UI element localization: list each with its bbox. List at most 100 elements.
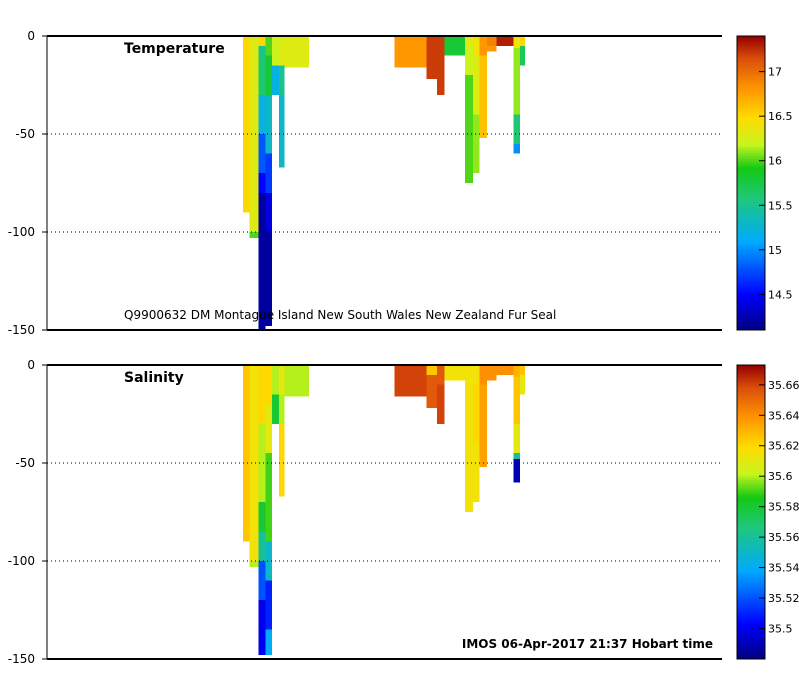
colorbar-band xyxy=(737,597,765,601)
colorbar-band xyxy=(737,202,765,206)
colorbar-band xyxy=(737,556,765,560)
colorbar-band xyxy=(737,649,765,653)
colorbar-band xyxy=(737,271,765,275)
data-cell xyxy=(426,365,438,375)
colorbar-band xyxy=(737,148,765,152)
colorbar-band xyxy=(737,426,765,430)
data-cell xyxy=(258,502,266,532)
colorbar-tick-label: 15.5 xyxy=(768,199,793,212)
colorbar-band xyxy=(737,455,765,459)
data-cell xyxy=(437,55,445,95)
data-cell xyxy=(249,561,259,567)
data-cell xyxy=(258,45,266,56)
data-cell xyxy=(265,36,272,56)
data-cell xyxy=(258,94,266,134)
colorbar-band xyxy=(737,217,765,221)
colorbar-band xyxy=(737,450,765,454)
colorbar-band xyxy=(737,288,765,292)
colorbar-band xyxy=(737,440,765,444)
colorbar-band xyxy=(737,141,765,145)
data-cell xyxy=(479,55,488,138)
colorbar-band xyxy=(737,214,765,218)
colorbar-band xyxy=(737,583,765,587)
colorbar-band xyxy=(737,303,765,307)
colorbar-band xyxy=(737,492,765,496)
colorbar-band xyxy=(737,107,765,111)
colorbar-band xyxy=(737,516,765,520)
colorbar-band xyxy=(737,119,765,123)
colorbar-band xyxy=(737,563,765,567)
colorbar-band xyxy=(737,325,765,329)
colorbar-band xyxy=(737,622,765,626)
data-cell xyxy=(271,394,280,424)
colorbar-band xyxy=(737,404,765,408)
colorbar-band xyxy=(737,82,765,86)
temperature-colorbar: 14.5 15 15.5 16 16.5 17 xyxy=(736,35,793,331)
colorbar-band xyxy=(737,224,765,228)
colorbar-band xyxy=(737,605,765,609)
colorbar-band xyxy=(737,94,765,98)
colorbar-band xyxy=(737,40,765,44)
colorbar-band xyxy=(737,263,765,267)
data-cell xyxy=(520,374,525,395)
data-cell xyxy=(242,36,250,213)
colorbar-band xyxy=(737,551,765,555)
colorbar-band xyxy=(737,627,765,631)
data-cell xyxy=(279,94,285,168)
colorbar-band xyxy=(737,477,765,481)
deployment-caption: Q9900632 DM Montague Island New South Wa… xyxy=(124,308,556,322)
colorbar-band xyxy=(737,126,765,130)
colorbar-band xyxy=(737,312,765,316)
colorbar-band xyxy=(737,453,765,457)
data-cell xyxy=(437,365,445,385)
colorbar-band xyxy=(737,160,765,164)
colorbar-band xyxy=(737,102,765,106)
colorbar-band xyxy=(737,384,765,388)
colorbar-band xyxy=(737,114,765,118)
data-cell xyxy=(258,365,266,424)
colorbar-band xyxy=(737,258,765,262)
colorbar-band xyxy=(737,70,765,74)
data-cell xyxy=(265,232,272,327)
y-tick-label: -50 xyxy=(15,456,35,470)
data-cell xyxy=(265,153,272,193)
colorbar-band xyxy=(737,192,765,196)
data-cell xyxy=(258,36,266,46)
colorbar-band xyxy=(737,489,765,493)
colorbar-band xyxy=(737,431,765,435)
data-cell xyxy=(271,365,280,395)
colorbar-band xyxy=(737,607,765,611)
colorbar-band xyxy=(737,644,765,648)
data-cell xyxy=(487,45,497,52)
colorbar-band xyxy=(737,487,765,491)
data-cell xyxy=(249,365,259,561)
data-cell xyxy=(513,114,521,144)
colorbar-band xyxy=(737,428,765,432)
colorbar-band xyxy=(737,43,765,47)
colorbar-band xyxy=(737,317,765,321)
colorbar-band xyxy=(737,634,765,638)
colorbar-band xyxy=(737,602,765,606)
y-tick-label: -100 xyxy=(8,225,35,239)
colorbar-band xyxy=(737,219,765,223)
data-cell xyxy=(520,365,525,375)
data-cell xyxy=(265,365,272,405)
data-cell xyxy=(513,423,521,454)
colorbar-band xyxy=(737,445,765,449)
colorbar-band xyxy=(737,443,765,447)
data-cell xyxy=(265,55,272,95)
colorbar-band xyxy=(737,36,765,40)
colorbar-band xyxy=(737,249,765,253)
colorbar-band xyxy=(737,173,765,177)
colorbar-band xyxy=(737,654,765,658)
colorbar-band xyxy=(737,387,765,391)
data-cell xyxy=(394,380,427,397)
data-cell xyxy=(472,384,480,444)
temperature-plot-area xyxy=(242,36,525,330)
colorbar-band xyxy=(737,134,765,138)
colorbar-band xyxy=(737,236,765,240)
colorbar-band xyxy=(737,541,765,545)
data-cell xyxy=(279,65,285,95)
colorbar-band xyxy=(737,195,765,199)
